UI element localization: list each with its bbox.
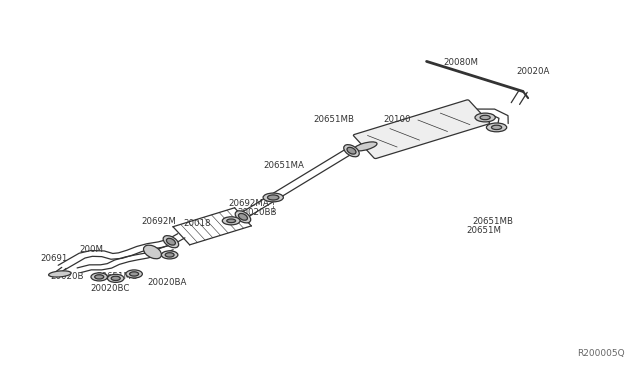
Ellipse shape	[268, 195, 279, 200]
Text: 20080M: 20080M	[444, 58, 479, 67]
Ellipse shape	[126, 270, 142, 278]
Text: 20100: 20100	[383, 115, 411, 124]
Text: 20692MA: 20692MA	[228, 199, 269, 208]
Text: 20020BA: 20020BA	[147, 278, 187, 287]
FancyBboxPatch shape	[353, 100, 490, 158]
Ellipse shape	[227, 219, 236, 223]
Ellipse shape	[344, 145, 359, 157]
Ellipse shape	[108, 274, 124, 282]
Ellipse shape	[475, 113, 495, 122]
Ellipse shape	[236, 211, 251, 223]
Ellipse shape	[492, 125, 502, 129]
Text: 20020BC: 20020BC	[90, 284, 130, 293]
Ellipse shape	[263, 193, 284, 202]
Ellipse shape	[486, 123, 507, 132]
Ellipse shape	[111, 276, 120, 280]
Text: 20020A: 20020A	[516, 67, 550, 76]
Text: 20020BB: 20020BB	[237, 208, 277, 217]
Text: 20020B: 20020B	[51, 272, 84, 281]
Text: 20651M: 20651M	[466, 227, 501, 235]
Ellipse shape	[166, 238, 175, 245]
Ellipse shape	[95, 275, 104, 279]
Text: 200M: 200M	[79, 245, 103, 254]
Ellipse shape	[161, 251, 178, 259]
Text: 20651MB: 20651MB	[314, 115, 355, 124]
Text: 20651MA: 20651MA	[263, 160, 304, 170]
Ellipse shape	[163, 235, 179, 248]
Ellipse shape	[129, 272, 139, 276]
Ellipse shape	[49, 271, 71, 277]
Text: 20651MB: 20651MB	[472, 217, 513, 226]
Text: 20018: 20018	[184, 219, 211, 228]
Ellipse shape	[165, 253, 174, 257]
Ellipse shape	[347, 147, 356, 154]
Text: 20651MC: 20651MC	[97, 272, 138, 281]
Text: R200005Q: R200005Q	[577, 349, 625, 358]
Ellipse shape	[222, 217, 240, 225]
Ellipse shape	[354, 142, 377, 151]
Ellipse shape	[239, 214, 248, 220]
Text: 20691: 20691	[41, 254, 68, 263]
Ellipse shape	[480, 115, 490, 120]
Ellipse shape	[91, 273, 108, 281]
Text: 20692M: 20692M	[141, 217, 176, 226]
Ellipse shape	[143, 245, 161, 259]
